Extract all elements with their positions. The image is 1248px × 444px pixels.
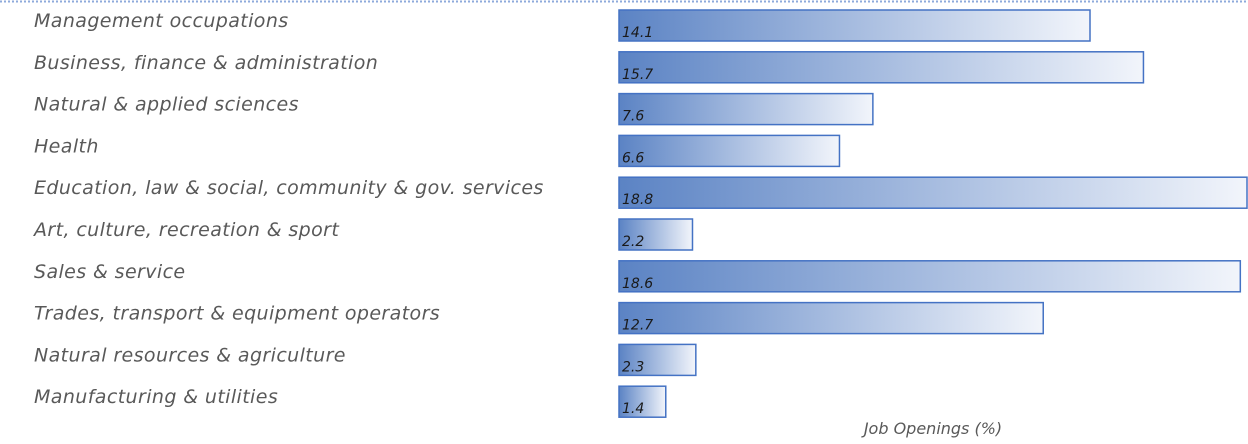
bar [618,176,1248,209]
value-labels: 14.1 15.7 7.6 6.6 18.8 2.2 18.6 12.7 2.3 1.4 [622,25,653,417]
category-label: Sales & service [34,261,186,283]
category-label: Education, law & social, community & gov… [34,177,544,199]
category-label: Manufacturing & utilities [34,386,278,408]
bar-value-label: 18.6 [622,276,653,292]
bar-value-label: 12.7 [622,318,653,334]
bar [618,218,694,251]
category-label: Health [34,135,99,157]
x-axis-title: Job Openings (%) [861,419,1002,438]
category-label: Natural & applied sciences [34,94,299,116]
bar-value-label: 2.3 [622,359,644,375]
bar-value-label: 7.6 [622,109,644,125]
bars [618,9,1248,418]
bar [618,260,1242,293]
category-label: Art, culture, recreation & sport [32,219,340,241]
bar-value-label: 1.4 [622,401,644,417]
category-label: Business, finance & administration [34,52,378,74]
bar [618,92,874,126]
bar-value-label: 15.7 [622,67,653,83]
category-label: Management occupations [34,10,289,32]
category-label: Natural resources & agriculture [34,344,346,366]
bar-value-label: 2.2 [622,234,644,250]
bar-value-label: 18.8 [622,192,653,208]
bar [618,385,667,418]
bar [618,9,1091,42]
bar [618,134,841,168]
bar [618,343,697,377]
bar-value-label: 14.1 [622,25,653,41]
bar [618,301,1044,335]
bar [618,51,1145,84]
category-labels: Management occupations Business, finance … [32,10,544,408]
bar-value-label: 6.6 [622,150,644,166]
category-label: Trades, transport & equipment operators [34,303,440,325]
